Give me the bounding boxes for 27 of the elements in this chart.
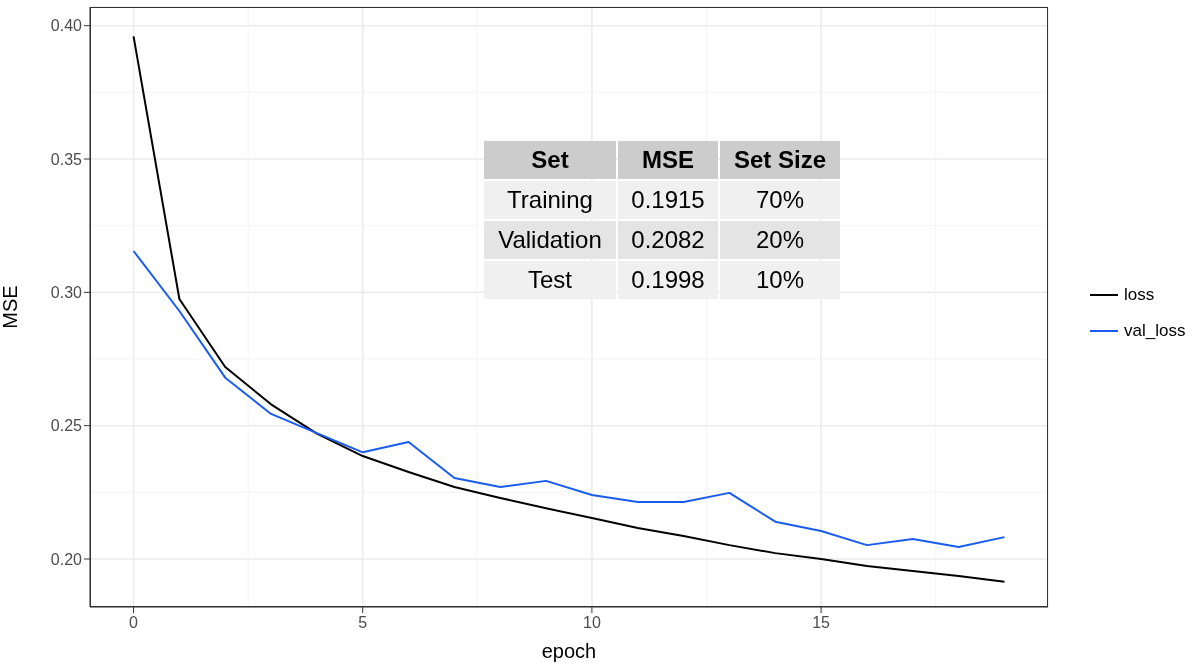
annotation: Set [484,141,616,179]
line-series [132,35,1006,583]
annotation: Validation [484,221,616,259]
x-axis-title: epoch [541,640,597,662]
legend-label: val_loss [1124,321,1186,341]
x-tick-label: 10 [583,614,601,632]
x-tick-label: 0 [129,614,139,632]
annotation: 20% [720,221,840,259]
annotation: 0.1998 [618,261,718,299]
annotation: Training [484,181,616,219]
legend-label: loss [1124,285,1155,305]
y-tick-label: 0.40 [50,17,83,35]
x-tick-label: 5 [358,614,368,632]
annotation: 10% [720,261,840,299]
y-tick-label: 0.20 [50,550,83,568]
y-tick-label: 0.35 [50,150,83,168]
annotation: 70% [720,181,840,219]
annotation: Set Size [720,141,840,179]
annotation: 0.2082 [618,221,718,259]
y-axis-title: MSE [0,285,22,329]
annotation: MSE [618,141,718,179]
line-series [132,250,1006,548]
y-tick-label: 0.25 [50,417,83,435]
annotation: 0.1915 [618,181,718,219]
x-tick-label: 15 [812,614,831,632]
y-tick-label: 0.30 [50,284,83,302]
annotation: Test [484,261,616,299]
